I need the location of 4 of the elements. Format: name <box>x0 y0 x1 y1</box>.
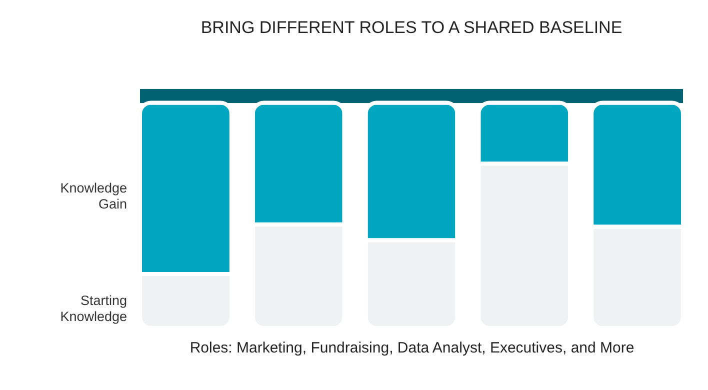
series-label: Knowledge Gain <box>60 180 127 212</box>
x-axis-title: Roles: Marketing, Fundraising, Data Analyst, Executives, and More <box>190 340 634 356</box>
chart-title: BRING DIFFERENT ROLES TO A SHARED BASELINE <box>200 18 622 37</box>
series-label: Starting Knowledge <box>60 292 127 324</box>
